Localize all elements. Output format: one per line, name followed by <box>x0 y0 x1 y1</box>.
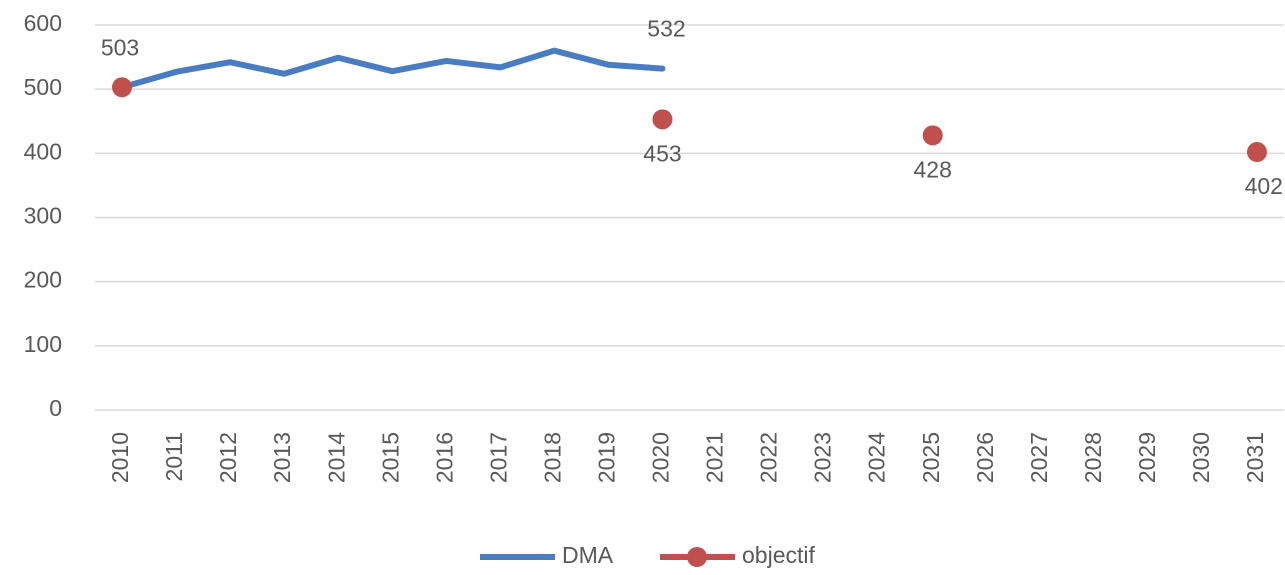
x-tick-label: 2012 <box>215 432 241 483</box>
x-tick-label: 2024 <box>864 432 890 483</box>
x-tick-label: 2016 <box>431 432 457 483</box>
x-tick-label: 2028 <box>1080 432 1106 483</box>
x-tick-label: 2020 <box>648 432 674 483</box>
data-label: 503 <box>101 34 139 60</box>
x-tick-label: 2018 <box>539 432 565 483</box>
y-tick-label: 300 <box>24 203 62 229</box>
x-tick-label: 2022 <box>756 432 782 483</box>
x-tick-label: 2011 <box>161 432 187 481</box>
line <box>119 47 666 91</box>
x-tick-label: 2017 <box>485 432 511 483</box>
x-tick-label: 2031 <box>1242 432 1268 483</box>
marker <box>922 125 943 146</box>
x-tick-label: 2030 <box>1188 432 1214 483</box>
x-tick-label: 2029 <box>1134 432 1160 483</box>
legend-marker <box>687 547 707 567</box>
y-tick-label: 200 <box>24 267 62 293</box>
y-tick-label: 400 <box>24 138 62 164</box>
x-tick-label: 2019 <box>594 432 620 483</box>
x-tick-label: 2026 <box>972 432 998 483</box>
marker <box>112 77 133 98</box>
x-tick-label: 2027 <box>1026 432 1052 483</box>
legend-label: DMA <box>562 542 614 568</box>
marker <box>652 109 673 130</box>
y-tick-label: 500 <box>24 74 62 100</box>
x-tick-label: 2014 <box>323 432 349 483</box>
x-tick-label: 2025 <box>918 432 944 483</box>
y-tick-label: 100 <box>24 331 62 357</box>
y-tick-label: 0 <box>49 395 62 421</box>
x-tick-label: 2021 <box>702 432 728 483</box>
x-tick-label: 2010 <box>107 432 133 483</box>
legend-label: objectif <box>742 542 815 568</box>
x-tick-label: 2013 <box>269 432 295 483</box>
x-tick-label: 2023 <box>810 432 836 483</box>
marker <box>1246 142 1267 163</box>
data-label: 453 <box>643 140 681 166</box>
data-label: 428 <box>914 156 952 182</box>
x-tick-label: 2015 <box>377 432 403 483</box>
y-tick-label: 600 <box>24 10 62 36</box>
data-label: 532 <box>647 16 685 42</box>
data-label: 402 <box>1245 173 1283 199</box>
